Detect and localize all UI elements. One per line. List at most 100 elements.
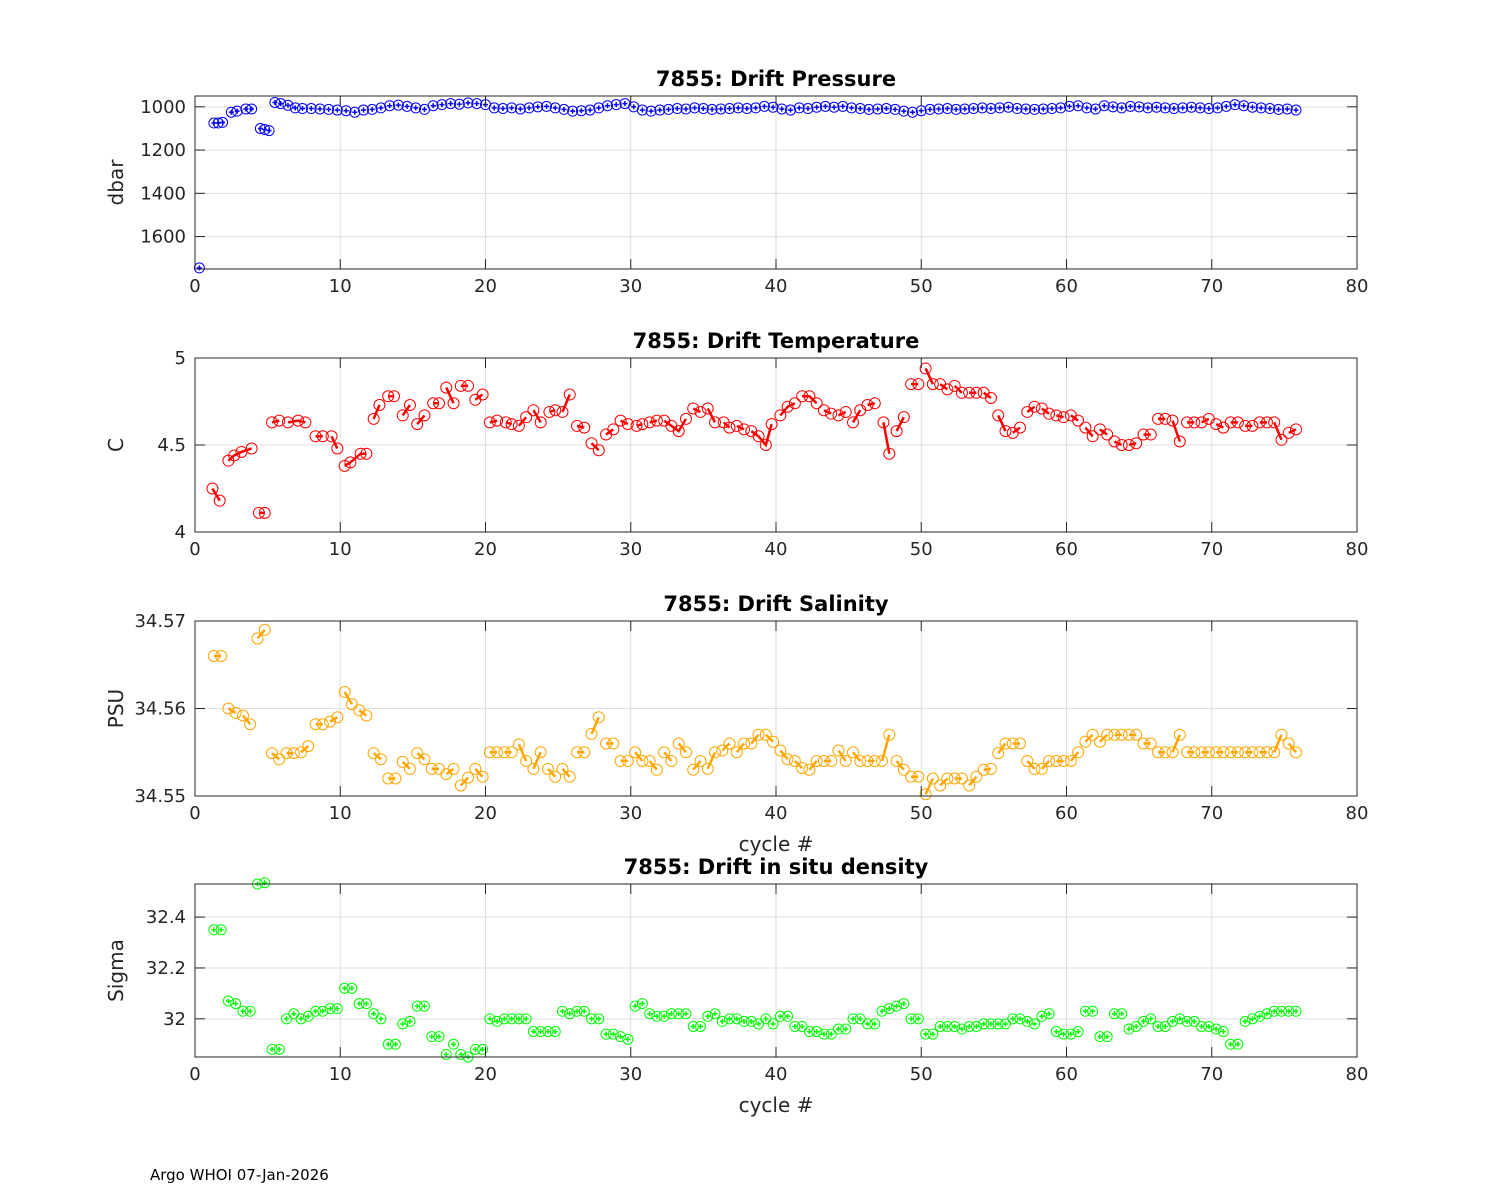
data-point — [927, 1028, 939, 1040]
data-point — [1273, 103, 1285, 115]
x-tick-label: 70 — [1200, 539, 1223, 560]
data-point — [1046, 103, 1058, 115]
x-tick-label: 20 — [474, 276, 497, 297]
data-point — [817, 404, 830, 417]
data-point — [389, 772, 402, 785]
series-line — [1288, 428, 1297, 434]
data-point — [593, 102, 605, 114]
data-point — [854, 1013, 866, 1025]
series-line — [605, 428, 615, 436]
data-point — [331, 1003, 343, 1015]
data-point — [839, 755, 852, 767]
series-line — [1273, 421, 1283, 441]
y-tick-label: 34.57 — [134, 611, 186, 632]
data-point — [1246, 101, 1258, 113]
data-point — [1168, 103, 1180, 115]
data-point — [462, 97, 474, 109]
data-point — [905, 770, 918, 783]
data-point — [788, 755, 801, 767]
data-point — [541, 100, 553, 112]
data-point — [1268, 746, 1281, 759]
data-point — [592, 444, 605, 457]
data-point — [802, 103, 814, 115]
data-point — [956, 1023, 968, 1035]
series-line — [983, 767, 992, 771]
data-point — [811, 1026, 823, 1038]
data-point — [534, 416, 547, 429]
data-point — [1101, 428, 1114, 441]
data-point — [549, 770, 562, 783]
data-point — [567, 105, 579, 117]
data-point — [926, 772, 939, 785]
series-line — [445, 387, 455, 404]
data-point — [299, 416, 312, 429]
data-point — [1020, 103, 1032, 115]
data-point — [1115, 439, 1128, 451]
series-line — [287, 419, 306, 424]
data-point — [846, 102, 858, 114]
data-point — [331, 104, 343, 116]
data-point — [269, 96, 281, 108]
data-point — [840, 1023, 852, 1035]
data-point — [448, 1038, 460, 1050]
data-point — [225, 106, 237, 118]
data-point — [396, 409, 409, 422]
data-point — [730, 419, 743, 432]
data-point — [1086, 430, 1099, 443]
data-point — [505, 746, 518, 759]
data-point — [1108, 728, 1121, 741]
data-point — [643, 416, 656, 429]
data-point — [392, 99, 404, 111]
data-point — [970, 1020, 982, 1032]
data-point — [891, 1000, 903, 1012]
data-point — [825, 407, 838, 420]
data-point — [1253, 746, 1266, 759]
data-point — [1086, 728, 1099, 741]
data-point — [231, 105, 243, 117]
data-point — [215, 650, 228, 662]
data-point — [549, 1026, 561, 1038]
data-point — [558, 103, 570, 115]
data-point — [389, 1038, 401, 1050]
data-point — [854, 755, 867, 767]
data-point — [1260, 416, 1273, 429]
data-point — [970, 386, 983, 399]
data-point — [999, 737, 1012, 750]
data-point — [796, 762, 809, 774]
series-line — [271, 752, 281, 761]
data-point — [948, 772, 961, 785]
data-point — [273, 414, 286, 427]
data-point — [483, 746, 496, 759]
data-point — [898, 105, 910, 117]
series-line — [517, 743, 528, 762]
data-point — [745, 1015, 757, 1027]
series-line — [649, 419, 658, 424]
data-point — [215, 924, 227, 936]
footer-caption: Argo WHOI 07-Jan-2026 — [150, 1166, 329, 1184]
data-point — [1210, 418, 1223, 431]
data-point — [687, 763, 700, 776]
data-point — [1072, 1026, 1084, 1038]
data-point — [1231, 416, 1244, 429]
y-axis-label: Sigma — [104, 939, 128, 1002]
y-tick-label: 32.4 — [146, 907, 186, 928]
x-tick-label: 30 — [619, 803, 642, 824]
data-point — [706, 103, 718, 115]
data-point — [1002, 101, 1014, 113]
data-point — [687, 402, 700, 415]
data-point — [445, 98, 457, 110]
data-point — [427, 100, 439, 112]
data-point — [600, 737, 613, 750]
data-point — [1260, 746, 1273, 759]
data-point — [404, 1015, 416, 1027]
data-point — [912, 770, 925, 783]
x-tick-label: 70 — [1200, 1064, 1223, 1085]
data-point — [941, 383, 954, 396]
data-point — [817, 755, 830, 767]
data-point — [955, 772, 968, 785]
data-point — [1210, 746, 1223, 759]
data-point — [985, 103, 997, 115]
data-point — [1174, 1013, 1186, 1025]
data-point — [1029, 103, 1041, 115]
